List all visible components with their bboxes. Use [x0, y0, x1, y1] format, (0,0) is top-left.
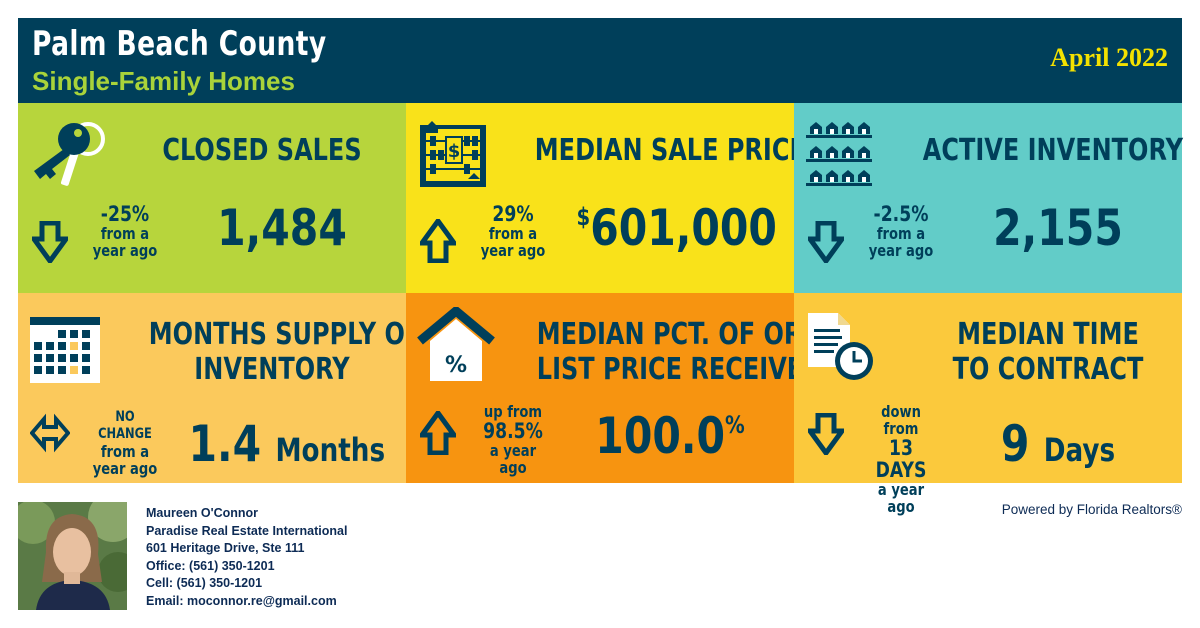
agent-email: Email: moconnor.re@gmail.com	[146, 593, 337, 608]
agent-address: 601 Heritage Drive, Ste 111	[146, 541, 305, 555]
arrow-down-icon	[808, 413, 844, 455]
abacus-icon: $	[420, 121, 486, 187]
report-date: April 2022	[1050, 43, 1168, 72]
change-text: -25% from a year ago	[92, 202, 158, 260]
change-text: -2.5% from a year ago	[868, 202, 934, 260]
metric-value: 2,155	[993, 199, 1123, 257]
calendar-icon	[30, 317, 100, 383]
metric-value: 1,484	[217, 199, 347, 257]
header-banner: Palm Beach County Single-Family Homes Ap…	[18, 18, 1182, 103]
tile-title: ACTIVE INVENTORY	[922, 133, 1184, 168]
agent-company: Paradise Real Estate International	[146, 523, 348, 538]
agent-contact-card: Maureen O'Connor Paradise Real Estate In…	[146, 505, 347, 610]
change-text: 29% from a year ago	[480, 202, 546, 260]
document-clock-icon	[808, 313, 873, 380]
tile-title: MEDIAN SALE PRICE	[534, 133, 806, 168]
powered-by: Powered by Florida Realtors®	[1001, 502, 1182, 517]
metric-value: 1.4 Months	[188, 415, 386, 473]
agent-photo	[18, 502, 127, 610]
metric-value: 100.0%	[595, 407, 745, 465]
tile-active-inventory: ACTIVE INVENTORY -2.5% from a year ago 2…	[794, 103, 1184, 293]
change-text: up from 98.5% a year ago	[483, 402, 543, 477]
metric-value: 9 Days	[1000, 415, 1116, 473]
svg-text:$: $	[448, 141, 461, 162]
tile-title: MEDIAN TIME TO CONTRACT	[952, 317, 1144, 387]
tile-closed-sales: CLOSED SALES -25% from a year ago 1,484	[18, 103, 406, 293]
keys-icon	[34, 122, 105, 186]
agent-name: Maureen O'Connor	[146, 506, 259, 520]
change-text: down from 13 DAYS a year ago	[875, 402, 927, 516]
arrow-down-icon	[808, 221, 844, 263]
tile-median-pct-list-price: % MEDIAN PCT. OF ORIG. LIST PRICE RECEIV…	[406, 293, 841, 483]
arrow-up-icon	[420, 219, 456, 263]
page-subtitle: Single-Family Homes	[32, 66, 295, 96]
tile-title: MEDIAN PCT. OF ORIG. LIST PRICE RECEIVED	[536, 317, 841, 387]
arrow-sideways-icon	[30, 413, 70, 453]
arrow-up-icon	[420, 411, 456, 455]
page-title: Palm Beach County	[32, 24, 327, 64]
svg-text:%: %	[445, 353, 467, 378]
agent-cell-phone: Cell: (561) 350-1201	[146, 576, 263, 590]
tile-title: CLOSED SALES	[162, 133, 362, 168]
tile-median-time-to-contract: MEDIAN TIME TO CONTRACT down from 13 DAY…	[794, 293, 1182, 515]
houses-icon	[806, 122, 872, 186]
tile-median-sale-price: $ MEDIAN SALE PRICE 29% from a year ago …	[406, 103, 806, 293]
agent-office-phone: Office: (561) 350-1201	[146, 558, 275, 573]
change-text: NO CHANGE from a year ago	[92, 409, 158, 478]
metric-value: $601,000	[576, 199, 777, 257]
tile-title: MONTHS SUPPLY OF INVENTORY	[148, 317, 422, 387]
arrow-down-icon	[32, 221, 68, 263]
tile-months-supply: MONTHS SUPPLY OF INVENTORY NO CHANGE fro…	[18, 293, 422, 483]
house-percent-icon: %	[417, 307, 495, 381]
